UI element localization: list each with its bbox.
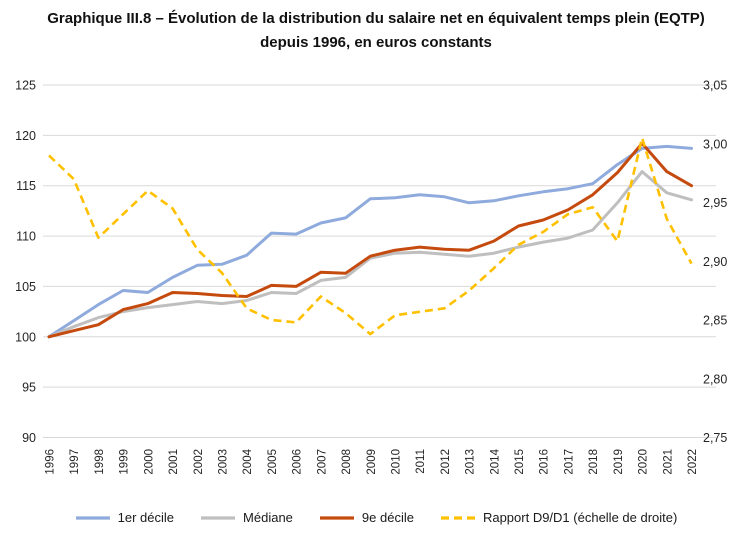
legend-item-1er-decile: 1er décile [75,510,174,525]
x-axis-year-label: 2019 [613,449,625,475]
x-axis-year-label: 1997 [69,449,81,475]
x-axis-year-label: 1999 [119,449,131,475]
x-axis-year-label: 2020 [638,449,650,475]
x-axis-year-label: 2006 [292,449,304,475]
chart-title-line-2: depuis 1996, en euros constants [260,34,492,51]
legend-label-mediane: Médiane [243,510,293,525]
left-axis-tick-label: 125 [15,79,36,93]
right-axis-tick-label: 2,75 [703,431,727,445]
left-axis-tick-label: 95 [22,381,36,395]
chart-legend: 1er décile Médiane 9e décile Rapport D9/… [0,510,752,525]
left-axis-tick-label: 120 [15,129,36,143]
series-line-2 [47,141,693,339]
x-axis-year-label: 2004 [242,448,254,474]
legend-line-red-icon [319,515,354,520]
x-axis-year-label: 2018 [588,449,600,475]
legend-item-9e-decile: 9e décile [319,510,414,525]
right-axis-tick-label: 2,90 [703,255,727,269]
x-axis-year-label: 2013 [465,449,477,475]
x-axis-year-label: 2000 [143,449,155,475]
series-line-0 [47,144,693,339]
chart-title-line-1: Graphique III.8 – Évolution de la distri… [47,10,705,27]
chart-title: Graphique III.8 – Évolution de la distri… [0,0,752,55]
line-chart: 125 120 115 110 105 100 95 90 3,05 3,00 2,95 2,90 2,… [15,79,727,475]
x-axis-year-label: 2001 [168,449,180,475]
right-axis-tick-label: 2,95 [703,196,727,210]
left-axis-tick-label: 115 [16,179,36,193]
x-axis-year-label: 2009 [366,449,378,475]
left-axis-tick-label: 110 [16,230,36,244]
legend-label-1er-decile: 1er décile [117,510,175,525]
legend-item-rapport-d9-d1: Rapport D9/D1 (échelle de droite) [440,510,677,525]
x-axis-year-label: 2021 [662,449,674,475]
right-axis-tick-label: 2,85 [703,314,727,328]
legend-item-mediane: Médiane [200,510,293,525]
legend-line-yellow-dashed-icon [440,515,475,520]
x-axis-year-label: 1998 [94,449,106,475]
x-axis-year-label: 2011 [415,449,427,474]
x-axis-year-label: 1996 [45,449,57,475]
left-axis-tick-label: 105 [15,280,36,294]
legend-label-9e-decile: 9e décile [361,510,414,525]
left-axis-tick-label: 100 [15,330,36,344]
x-axis-year-label: 2016 [539,449,551,475]
x-axis-year-label: 2010 [390,449,402,475]
x-axis-year-label: 2007 [316,449,328,475]
plot-area: 125 120 115 110 105 100 95 90 3,05 3,00 2,95 2,90 2,… [0,58,752,503]
legend-line-gray-icon [201,515,236,520]
right-axis-tick-label: 2,80 [703,372,727,386]
right-axis-tick-label: 3,05 [703,79,727,93]
x-axis-year-label: 2022 [687,449,699,475]
x-axis-year-label: 2017 [563,449,575,475]
left-axis-tick-label: 90 [22,431,36,445]
legend-line-blue-icon [75,515,110,520]
x-axis-year-label: 2003 [217,449,229,475]
x-axis-year-label: 2002 [193,449,205,475]
right-axis-tick-label: 3,00 [703,137,727,151]
x-axis-year-label: 2015 [514,449,526,475]
x-axis-year-label: 2008 [341,449,353,475]
legend-label-rapport-d9-d1: Rapport D9/D1 (échelle de droite) [482,510,678,525]
series-line-3 [48,136,693,336]
x-axis-year-label: 2014 [489,448,501,474]
x-axis-year-label: 2012 [440,449,452,475]
series-line-1 [47,170,693,339]
x-axis-year-label: 2005 [267,449,279,475]
